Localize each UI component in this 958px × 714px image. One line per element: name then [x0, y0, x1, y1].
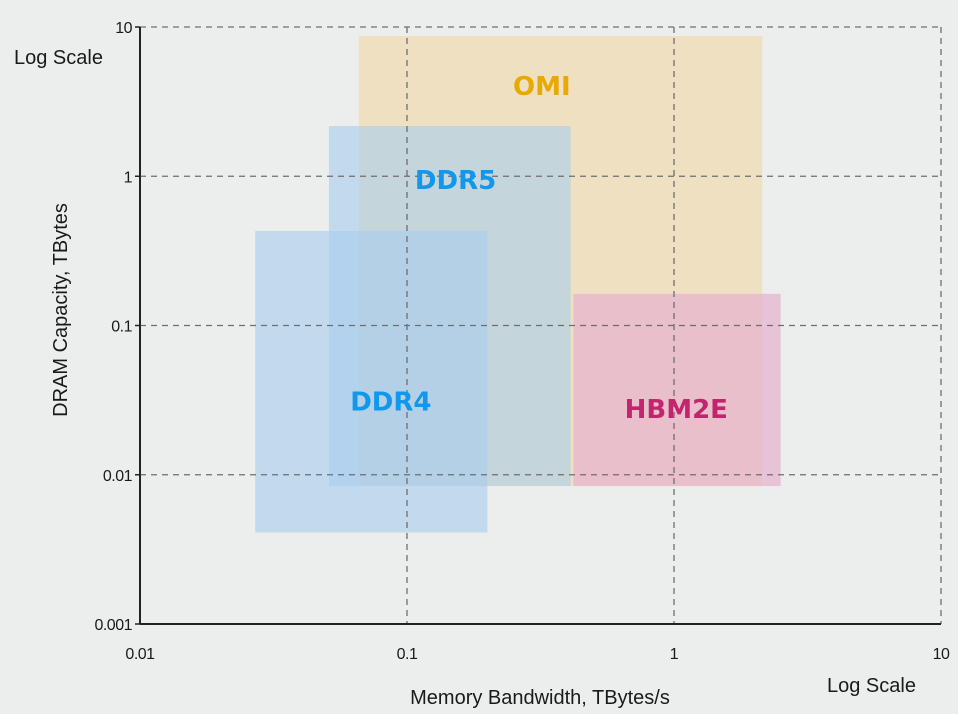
y-tick-label: 1	[124, 169, 133, 186]
y-tick-label: 10	[115, 20, 132, 37]
region-labels: OMI DDR5 DDR4 HBM2E	[350, 72, 728, 425]
axes	[135, 26, 941, 625]
region-label-ddr4: DDR4	[350, 387, 431, 417]
x-tick-label: 10	[933, 646, 950, 663]
gridlines	[140, 26, 942, 624]
regions	[255, 36, 781, 533]
region-hbm2e	[573, 293, 781, 487]
x-tick-label: 0.01	[125, 646, 155, 663]
y-tick-label: 0.01	[103, 468, 133, 485]
y-tick-label: 0.001	[94, 617, 132, 634]
y-tick-label: 0.1	[111, 319, 132, 336]
x-scale-note: Log Scale	[827, 675, 916, 697]
region-label-hbm2e: HBM2E	[625, 395, 728, 425]
region-label-omi: OMI	[513, 72, 571, 102]
x-axis-label: Memory Bandwidth, TBytes/s	[410, 687, 670, 709]
region-label-ddr5: DDR5	[415, 166, 496, 196]
y-axis-label: DRAM Capacity, TBytes	[50, 203, 72, 417]
region-ddr4	[255, 230, 488, 533]
tick-labels: 0.01 0.1 1 10 0.001 0.01 0.1 1 10	[94, 20, 950, 663]
x-tick-label: 1	[670, 646, 679, 663]
x-tick-label: 0.1	[397, 646, 418, 663]
y-scale-note: Log Scale	[14, 47, 103, 69]
